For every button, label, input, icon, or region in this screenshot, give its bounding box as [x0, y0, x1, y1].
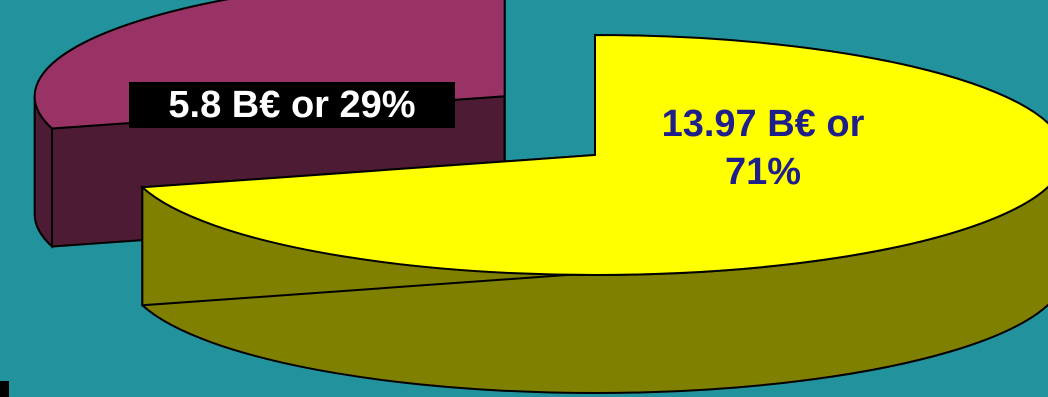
- corner-mark: [0, 381, 9, 397]
- slice-label-large-line-1: 13.97 B€ or: [661, 103, 865, 145]
- slice-label-large-line-2: 71%: [724, 151, 802, 193]
- slice-label-small: 5.8 B€ or 29%: [129, 82, 455, 128]
- pie-slice-large: [139, 33, 1048, 394]
- slice-label-large: 13.97 B€ or 71%: [598, 100, 928, 196]
